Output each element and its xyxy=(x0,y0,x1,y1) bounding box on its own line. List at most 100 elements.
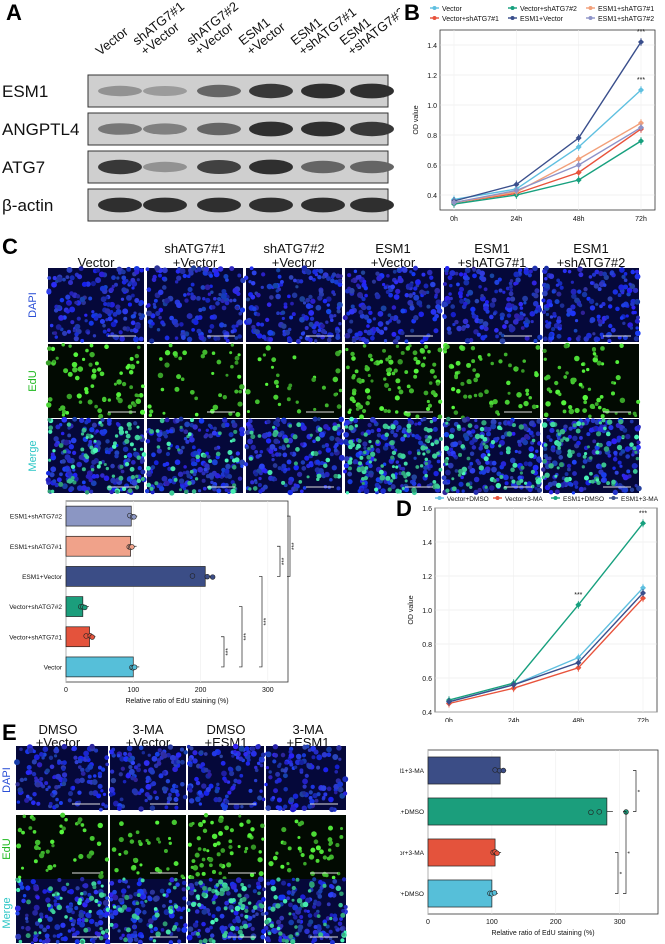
nucleus xyxy=(449,283,453,288)
nucleus xyxy=(94,748,99,753)
edu-cell xyxy=(394,410,399,414)
nucleus xyxy=(118,897,123,903)
edu-cell xyxy=(348,425,354,431)
edu-cell xyxy=(482,436,488,442)
edu-cell xyxy=(131,913,138,919)
nucleus xyxy=(176,759,181,764)
nucleus xyxy=(391,305,397,310)
b-point xyxy=(638,120,644,126)
edu-cell xyxy=(111,474,116,478)
edu-cell xyxy=(548,389,553,394)
edu-cell xyxy=(557,365,562,370)
edu-cell xyxy=(595,431,602,437)
edu-cell xyxy=(136,393,140,398)
nucleus xyxy=(85,473,91,479)
edu-cell xyxy=(100,930,106,935)
nucleus xyxy=(19,777,25,783)
edu-cell xyxy=(423,390,429,396)
edu-cell xyxy=(558,392,562,397)
nucleus xyxy=(376,427,381,433)
b-series-line-1 xyxy=(453,128,642,204)
nucleus xyxy=(275,805,280,810)
nucleus xyxy=(449,296,453,301)
edu-cell xyxy=(336,871,341,876)
edu-cell xyxy=(229,851,234,856)
nucleus xyxy=(55,279,59,284)
nucleus xyxy=(489,314,494,320)
edu-cell xyxy=(124,438,130,444)
nucleus xyxy=(149,338,155,344)
nucleus xyxy=(265,805,272,811)
nucleus xyxy=(299,336,303,340)
edu-cell xyxy=(306,475,310,479)
nucleus xyxy=(196,295,201,301)
edu-cell xyxy=(196,896,200,901)
nucleus xyxy=(269,443,276,450)
nucleus xyxy=(54,482,60,488)
nucleus xyxy=(180,484,185,489)
nucleus xyxy=(44,781,49,786)
nucleus xyxy=(76,485,83,492)
nucleus xyxy=(456,325,462,332)
nucleus xyxy=(634,318,640,324)
nucleus xyxy=(164,335,170,341)
nucleus xyxy=(592,439,597,444)
edu-cell xyxy=(91,881,97,887)
nucleus xyxy=(99,807,103,812)
nucleus xyxy=(535,449,539,454)
nucleus xyxy=(181,906,186,911)
nucleus xyxy=(95,277,102,284)
edu-cell xyxy=(55,356,59,360)
nucleus xyxy=(511,431,516,436)
nucleus xyxy=(47,916,53,922)
edu-cell xyxy=(299,849,303,853)
nucleus xyxy=(16,800,21,804)
edu-cell xyxy=(556,466,560,470)
nucleus xyxy=(192,750,198,756)
edu-cell xyxy=(207,856,214,863)
nucleus xyxy=(403,486,410,493)
nucleus xyxy=(358,450,363,455)
edu-cell xyxy=(162,411,166,415)
edu-cell xyxy=(249,872,255,878)
nucleus xyxy=(401,466,406,471)
d-point xyxy=(640,520,646,527)
edu-cell xyxy=(416,451,421,456)
edu-cell xyxy=(139,447,144,451)
nucleus xyxy=(144,488,150,494)
edu-cell xyxy=(38,852,45,859)
nucleus xyxy=(235,305,240,310)
nucleus xyxy=(93,316,99,321)
nucleus xyxy=(130,277,136,283)
nucleus xyxy=(287,294,291,299)
nucleus xyxy=(592,332,596,336)
nucleus xyxy=(502,290,506,294)
edu-cell xyxy=(588,414,592,419)
edu-cell xyxy=(33,859,38,864)
edu-cell xyxy=(148,413,153,417)
nucleus xyxy=(273,788,278,794)
nucleus xyxy=(374,293,381,300)
edu-cell xyxy=(192,865,199,871)
nucleus xyxy=(347,471,353,477)
edu-cell xyxy=(484,389,489,395)
edu-cell xyxy=(557,446,561,450)
b-point xyxy=(638,87,644,93)
edu-cell xyxy=(116,392,122,398)
nucleus xyxy=(91,473,97,479)
nucleus xyxy=(216,488,222,494)
nucleus xyxy=(442,480,447,485)
nucleus xyxy=(550,447,555,452)
edu-cell xyxy=(78,400,83,404)
nucleus xyxy=(472,273,477,279)
b-ytick: 0.8 xyxy=(427,133,437,140)
nucleus xyxy=(518,314,524,321)
edu-cell xyxy=(237,401,243,407)
b-ylabel: OD value xyxy=(413,105,420,134)
nucleus xyxy=(259,789,263,793)
c-tile-edu-5 xyxy=(542,342,641,419)
nucleus xyxy=(88,439,93,444)
nucleus xyxy=(233,910,239,916)
edu-cell xyxy=(246,819,251,824)
